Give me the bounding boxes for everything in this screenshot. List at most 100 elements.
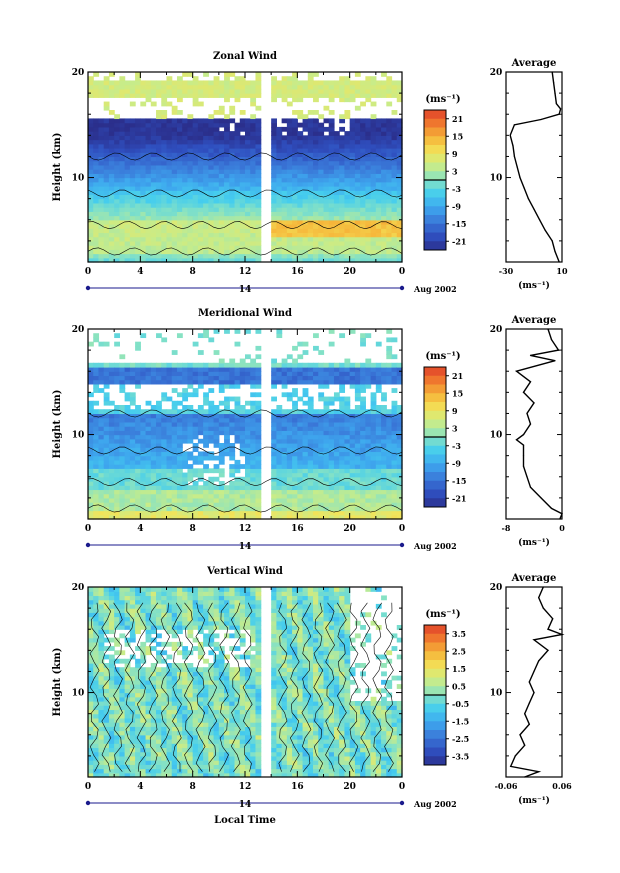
heatmap-cell — [93, 362, 100, 368]
heatmap-cell — [197, 194, 204, 200]
heatmap-cell — [203, 202, 209, 208]
heatmap-cell — [218, 472, 225, 478]
heatmap-cell — [381, 152, 387, 158]
heatmap-cell — [349, 164, 356, 170]
heatmap-cell — [192, 228, 199, 234]
heatmap-cell — [281, 198, 288, 204]
heatmap-cell — [119, 760, 126, 765]
heatmap-cell — [114, 620, 120, 626]
heatmap-cell — [396, 417, 403, 423]
heatmap-cell — [171, 489, 178, 495]
heatmap-cell — [203, 510, 209, 516]
heatmap-cell — [119, 164, 126, 170]
heatmap-cell — [323, 143, 330, 149]
heatmap-cell — [171, 417, 178, 423]
heatmap-cell — [386, 139, 393, 145]
heatmap-cell — [255, 476, 262, 482]
heatmap-cell — [135, 236, 141, 242]
heatmap-cell — [271, 232, 277, 238]
heatmap-cell — [203, 249, 209, 255]
heatmap-cell — [292, 219, 298, 225]
heatmap-cell — [271, 383, 277, 389]
heatmap-cell — [245, 426, 251, 431]
heatmap-cell — [333, 371, 340, 377]
heatmap-cell — [103, 245, 110, 250]
heatmap-cell — [171, 181, 178, 187]
heatmap-cell — [344, 80, 351, 86]
heatmap-cell — [224, 383, 230, 389]
heatmap-cell — [271, 80, 277, 86]
heatmap-cell — [234, 240, 241, 246]
heatmap-cell — [375, 510, 382, 516]
heatmap-cell — [103, 173, 110, 179]
heatmap-cell — [145, 379, 152, 385]
heatmap-cell — [286, 464, 293, 469]
heatmap-cell — [239, 232, 246, 238]
heatmap-cell — [187, 468, 194, 474]
heatmap-cell — [245, 198, 251, 204]
heatmap-cell — [286, 455, 293, 461]
heatmap-cell — [365, 417, 372, 423]
heatmap-cell — [255, 232, 262, 238]
heatmap-cell — [339, 156, 346, 162]
heatmap-cell — [150, 232, 157, 238]
heatmap-cell — [114, 405, 120, 410]
heatmap-cell — [370, 485, 377, 491]
heatmap-cell — [349, 481, 356, 486]
heatmap-cell — [292, 358, 298, 364]
heatmap-cell — [108, 126, 115, 132]
heatmap-cell — [349, 253, 356, 259]
heatmap-cell — [375, 379, 382, 385]
heatmap-cell — [328, 472, 335, 478]
heatmap-cell — [333, 169, 340, 174]
heatmap-cell — [124, 396, 131, 402]
heatmap-cell — [292, 224, 298, 229]
heatmap-cell — [166, 143, 173, 149]
heatmap-cell — [171, 126, 178, 132]
heatmap-cell — [224, 497, 230, 503]
heatmap-cell — [302, 249, 309, 255]
heatmap-cell — [323, 181, 330, 187]
heatmap-cell — [313, 375, 319, 381]
average-profile-point — [529, 486, 532, 488]
heatmap-cell — [119, 80, 126, 86]
heatmap-cell — [381, 240, 387, 246]
heatmap-cell — [98, 190, 105, 196]
heatmap-cell — [224, 126, 230, 132]
heatmap-cell — [292, 207, 298, 212]
heatmap-cell — [323, 396, 330, 402]
heatmap-cell — [88, 88, 94, 94]
heatmap-cell — [255, 236, 262, 242]
heatmap-cell — [108, 438, 115, 444]
heatmap-cell — [150, 131, 157, 136]
heatmap-cell — [119, 371, 126, 377]
heatmap-cell — [302, 421, 309, 427]
heatmap-cell — [281, 118, 288, 124]
heatmap-cell — [156, 194, 162, 200]
heatmap-cell — [98, 388, 105, 393]
heatmap-cell — [349, 186, 356, 191]
heatmap-cell — [318, 257, 325, 263]
heatmap-cell — [292, 186, 298, 191]
heatmap-cell — [171, 211, 178, 217]
heatmap-cell — [354, 186, 361, 191]
heatmap-cell — [349, 375, 356, 381]
heatmap-cell — [129, 633, 136, 639]
heatmap-cell — [365, 514, 372, 520]
heatmap-cell — [229, 485, 236, 491]
heatmap-cell — [213, 497, 220, 503]
heatmap-cell — [386, 367, 393, 372]
heatmap-cell — [88, 84, 94, 90]
heatmap-cell — [213, 190, 220, 196]
heatmap-cell — [114, 443, 120, 448]
heatmap-cell — [166, 156, 173, 162]
heatmap-cell — [135, 202, 141, 208]
heatmap-cell — [187, 215, 194, 221]
heatmap-cell — [103, 637, 110, 643]
heatmap-cell — [276, 173, 283, 179]
heatmap-cell — [119, 696, 126, 702]
heatmap-cell — [218, 362, 225, 368]
heatmap-cell — [271, 426, 277, 431]
heatmap-cell — [129, 608, 136, 613]
heatmap-cell — [203, 232, 209, 238]
